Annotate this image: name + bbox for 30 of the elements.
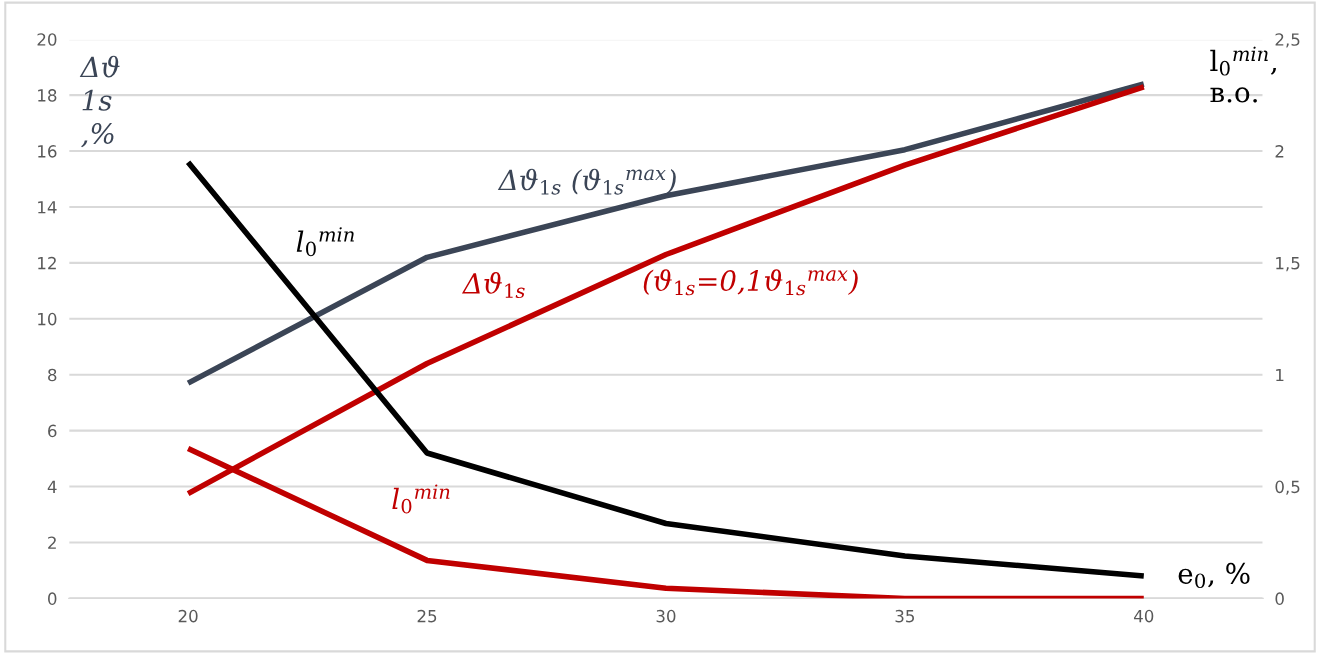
y-tick-label: 20 [37, 33, 57, 46]
series-label: Δϑ$_{1s}$ [461, 272, 525, 299]
x-tick-label: 25 [417, 609, 437, 623]
y2-tick-label: 0 [1275, 592, 1284, 605]
y-tick-label: 16 [38, 145, 57, 158]
x-tick-label: 20 [178, 609, 198, 623]
series-label: Δϑ$_{1s}$ (ϑ$_{1s}$$^{max}$) [497, 168, 676, 195]
y-tick-label: 0 [48, 592, 57, 605]
x-tick-label: 30 [656, 609, 676, 623]
y-tick-label: 14 [38, 201, 57, 214]
y2-tick-label: 1 [1276, 368, 1284, 382]
y2-tick-label: 2 [1275, 145, 1284, 158]
y-tick-label: 12 [38, 256, 56, 270]
annotation: (ϑ$_{1s}$=0,1ϑ$_{1s}$$^{max}$) [643, 269, 858, 296]
y2-tick-label: 2,5 [1275, 33, 1300, 48]
y-tick-label: 18 [38, 89, 57, 102]
y2-tick-label: 1,5 [1276, 257, 1300, 272]
x-tick-label: 35 [895, 609, 915, 623]
y-tick-label: 8 [48, 368, 57, 382]
series-label: l$_{0}$$^{min}$ [296, 227, 354, 257]
series-label: l$_{0}$$^{min}$ [392, 484, 450, 514]
y-tick-label: 6 [48, 424, 57, 438]
y2-axis-title: l$_{0}$$^{min}$, в.о. [1210, 46, 1277, 103]
y-tick-label: 2 [48, 536, 56, 549]
x-axis-title: e$_{0}$, % [1178, 562, 1250, 589]
y-tick-label: 4 [47, 480, 57, 493]
y-axis-title: Δϑ 1s ,% [79, 55, 120, 148]
y-tick-label: 10 [38, 312, 57, 326]
x-tick-label: 40 [1133, 609, 1154, 623]
y2-tick-label: 0,5 [1275, 480, 1300, 495]
